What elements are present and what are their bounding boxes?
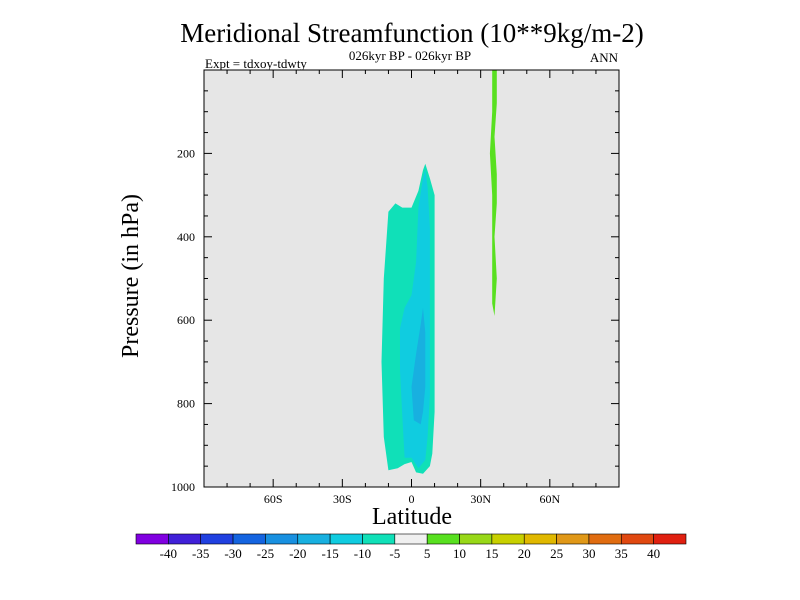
- colorbar-swatch: [653, 533, 687, 545]
- colorbar: -40 -35 -30 -25 -20 -15 -10 -5 5 10 15 20 25 30 35 40: [135, 533, 687, 561]
- y-tick-label: 200: [177, 146, 195, 160]
- colorbar-swatch: [362, 533, 396, 545]
- colorbar-swatch: [135, 533, 169, 545]
- y-tick-label: 600: [177, 313, 195, 327]
- colorbar-swatch: [232, 533, 266, 545]
- contour-positive-strip: [489, 70, 497, 316]
- colorbar-label: -15: [321, 546, 338, 561]
- colorbar-swatch: [588, 533, 622, 545]
- colorbar-label: -20: [289, 546, 306, 561]
- colorbar-label: 30: [582, 546, 595, 561]
- colorbar-label: -10: [354, 546, 371, 561]
- colorbar-label: -35: [192, 546, 209, 561]
- y-tick-label: 400: [177, 230, 195, 244]
- colorbar-swatch: [394, 533, 428, 545]
- colorbar-swatch: [297, 533, 331, 545]
- colorbar-label: -25: [257, 546, 274, 561]
- colorbar-swatch: [459, 533, 493, 545]
- chart-title: Meridional Streamfunction (10**9kg/m-2): [180, 18, 643, 48]
- colorbar-swatch: [523, 533, 557, 545]
- x-tick-label: 30N: [470, 492, 491, 506]
- x-axis-label: Latitude: [372, 504, 452, 530]
- y-tick-label: 800: [177, 397, 195, 411]
- colorbar-swatch: [620, 533, 654, 545]
- colorbar-label: 20: [518, 546, 531, 561]
- chart-subtitle: 026kyr BP - 026kyr BP: [349, 48, 471, 63]
- colorbar-label: 5: [424, 546, 431, 561]
- colorbar-swatch: [168, 533, 202, 545]
- colorbar-label: -5: [389, 546, 400, 561]
- y-axis-ticks: 200 400 600 800 1000: [171, 90, 619, 494]
- colorbar-label: -40: [160, 546, 177, 561]
- colorbar-swatch: [556, 533, 590, 545]
- colorbar-label: 40: [647, 546, 660, 561]
- x-tick-label: 60N: [539, 492, 560, 506]
- experiment-label: Expt = tdxoy-tdwty: [205, 56, 307, 71]
- colorbar-label: -30: [224, 546, 241, 561]
- colorbar-swatch: [265, 533, 299, 545]
- season-label: ANN: [590, 50, 619, 65]
- y-tick-label: 1000: [171, 480, 195, 494]
- x-tick-label: 60S: [264, 492, 283, 506]
- x-tick-label: 0: [409, 492, 415, 506]
- plot-area: [203, 69, 620, 488]
- contour-negative-cell-inner: [411, 307, 426, 425]
- colorbar-label: 35: [615, 546, 628, 561]
- colorbar-swatch: [329, 533, 363, 545]
- colorbar-label: 10: [453, 546, 466, 561]
- colorbar-swatch: [200, 533, 234, 545]
- x-axis-ticks: 60S 30S 0 30N 60N: [226, 70, 597, 506]
- y-axis-label: Pressure (in hPa): [118, 194, 144, 358]
- colorbar-swatch: [426, 533, 460, 545]
- colorbar-swatch: [491, 533, 525, 545]
- x-tick-label: 30S: [333, 492, 352, 506]
- colorbar-label: 15: [485, 546, 498, 561]
- colorbar-label: 25: [550, 546, 563, 561]
